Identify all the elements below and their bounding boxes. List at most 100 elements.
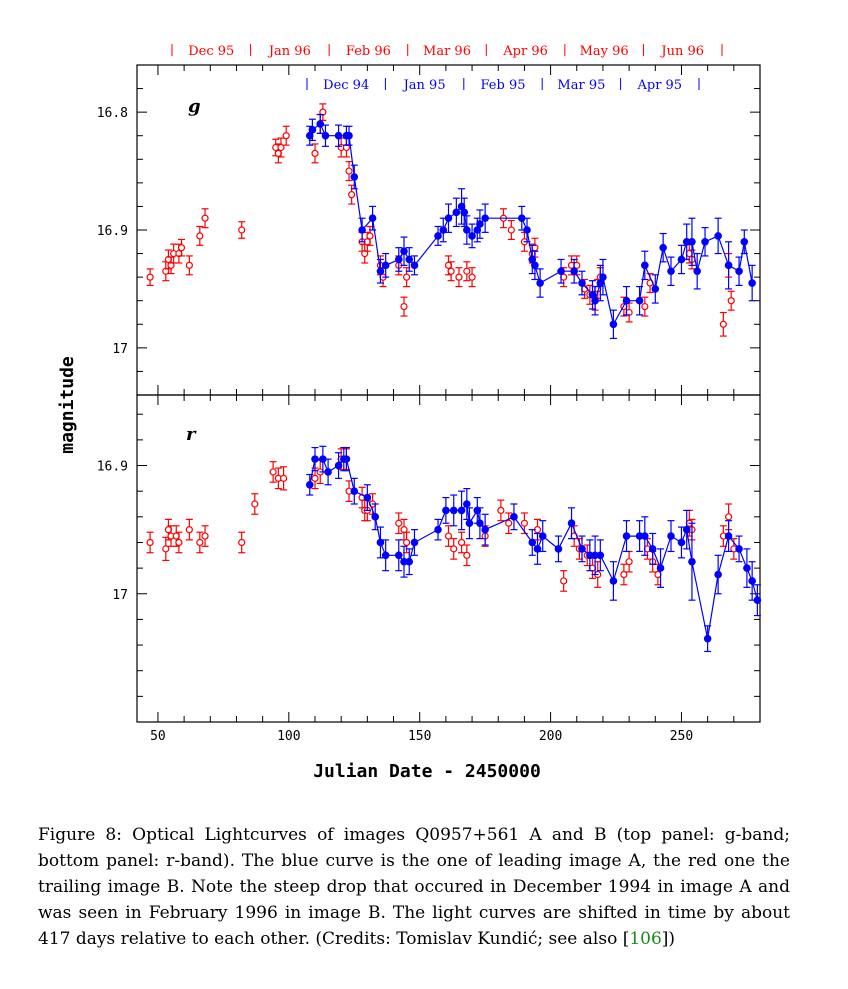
data-point-image-A (476, 519, 484, 528)
data-point-image-A (641, 261, 649, 270)
data-point-image-B (447, 267, 455, 275)
top-month-labels-red: Dec 95 Jan 96 Feb 96 Mar 96 Apr 96 May 96 Jun … (171, 44, 723, 59)
data-point-image-B (277, 143, 285, 152)
data-point-image-A (735, 545, 743, 553)
data-point-image-A (460, 208, 469, 217)
data-point-image-A (567, 519, 576, 528)
data-point-image-A (410, 538, 419, 547)
data-point-image-B (167, 261, 175, 269)
data-point-image-B (177, 244, 186, 252)
data-point-image-A (538, 532, 547, 540)
citation-link[interactable]: 106 (629, 929, 662, 949)
data-point-image-A (345, 131, 353, 140)
data-point-image-A (714, 232, 722, 240)
y-tick-labels: 16.8 16.9 17 16.9 17 (97, 106, 128, 603)
data-point-image-B (463, 551, 471, 559)
data-point-image-A (376, 267, 385, 276)
data-point-image-B (201, 214, 209, 222)
x-tick-label: 150 (408, 729, 431, 744)
month-label-red: Jun 96 (659, 44, 704, 59)
data-point-image-B (269, 468, 277, 476)
caption-text-end: ]) (661, 929, 676, 949)
x-tick-label: 200 (539, 729, 562, 744)
data-point-image-B (395, 519, 403, 527)
data-point-image-A (667, 267, 675, 276)
data-point-image-A (659, 243, 667, 252)
data-point-image-A (743, 564, 751, 572)
data-point-image-A (321, 131, 330, 140)
bottom-panel-plot (146, 445, 762, 653)
data-point-image-A (363, 493, 372, 502)
data-point-image-A (557, 267, 565, 276)
data-point-image-A (688, 557, 696, 566)
bottom-panel-band-label: r (186, 424, 197, 445)
data-point-image-A (578, 279, 586, 287)
month-label-red: Mar 96 (423, 44, 471, 59)
data-point-image-B (450, 545, 458, 553)
month-label-red: Feb 96 (346, 44, 391, 59)
data-point-image-A (714, 570, 722, 579)
month-label-red: Jan 96 (267, 44, 311, 59)
data-point-image-B (251, 500, 259, 508)
figure-caption: Figure 8: Optical Lightcurves of images … (38, 822, 790, 952)
data-point-image-B (403, 538, 411, 547)
data-point-image-B (468, 273, 476, 281)
data-point-image-A (449, 506, 458, 515)
data-point-image-B (319, 108, 327, 116)
data-point-image-A (481, 214, 489, 223)
data-point-image-A (324, 468, 332, 476)
data-point-image-B (348, 191, 356, 199)
y-tick-label: 17 (112, 342, 128, 357)
x-tick-label: 100 (277, 729, 300, 744)
data-point-image-A (381, 551, 390, 560)
data-point-image-B (457, 538, 466, 547)
y-tick-label: 16.9 (97, 224, 128, 239)
data-point-image-A (682, 525, 691, 534)
data-point-image-A (641, 532, 649, 540)
data-point-image-A (342, 455, 351, 463)
data-point-image-A (308, 126, 317, 134)
x-tick-label: 50 (150, 729, 166, 744)
data-point-image-B (366, 232, 374, 240)
data-point-image-B (162, 545, 170, 553)
series-line-image-A (309, 458, 758, 639)
data-point-image-A (735, 267, 743, 276)
data-point-image-A (394, 255, 403, 264)
data-point-image-B (400, 303, 408, 311)
data-point-image-B (201, 532, 209, 540)
data-point-image-A (465, 519, 474, 528)
top-panel-band-label: g (188, 96, 201, 117)
month-label-blue: Dec 94 (323, 78, 369, 93)
data-point-image-B (455, 273, 463, 281)
top-month-labels-blue: Dec 94 Jan 95 Feb 95 Mar 95 Apr 95 (306, 78, 700, 93)
data-point-image-A (444, 214, 453, 223)
data-point-image-A (648, 545, 657, 553)
data-point-image-A (510, 513, 518, 521)
data-point-image-B (311, 474, 319, 482)
data-point-image-A (368, 214, 377, 223)
data-point-image-A (528, 538, 537, 547)
axis-ticks (137, 65, 760, 723)
data-point-image-B (620, 570, 628, 579)
month-label-blue: Jan 95 (402, 78, 446, 93)
month-label-blue: Mar 95 (557, 78, 605, 93)
data-point-image-A (316, 120, 325, 128)
x-axis-title: Julian Date - 2450000 (313, 761, 541, 782)
data-point-image-B (238, 226, 246, 234)
data-point-image-B (196, 232, 204, 240)
data-point-image-A (622, 532, 631, 540)
data-point-image-A (724, 261, 733, 270)
data-point-image-B (345, 167, 353, 175)
data-point-image-A (609, 320, 618, 329)
data-point-image-A (434, 525, 442, 534)
data-point-image-A (473, 506, 482, 515)
data-point-image-A (405, 557, 414, 566)
data-point-image-A (405, 255, 414, 264)
data-point-image-A (481, 525, 489, 534)
data-point-image-A (350, 173, 359, 181)
y-tick-label: 17 (112, 588, 128, 603)
data-point-image-A (599, 273, 607, 281)
data-point-image-B (520, 519, 529, 527)
data-point-image-A (536, 279, 544, 287)
data-point-image-A (305, 480, 314, 489)
